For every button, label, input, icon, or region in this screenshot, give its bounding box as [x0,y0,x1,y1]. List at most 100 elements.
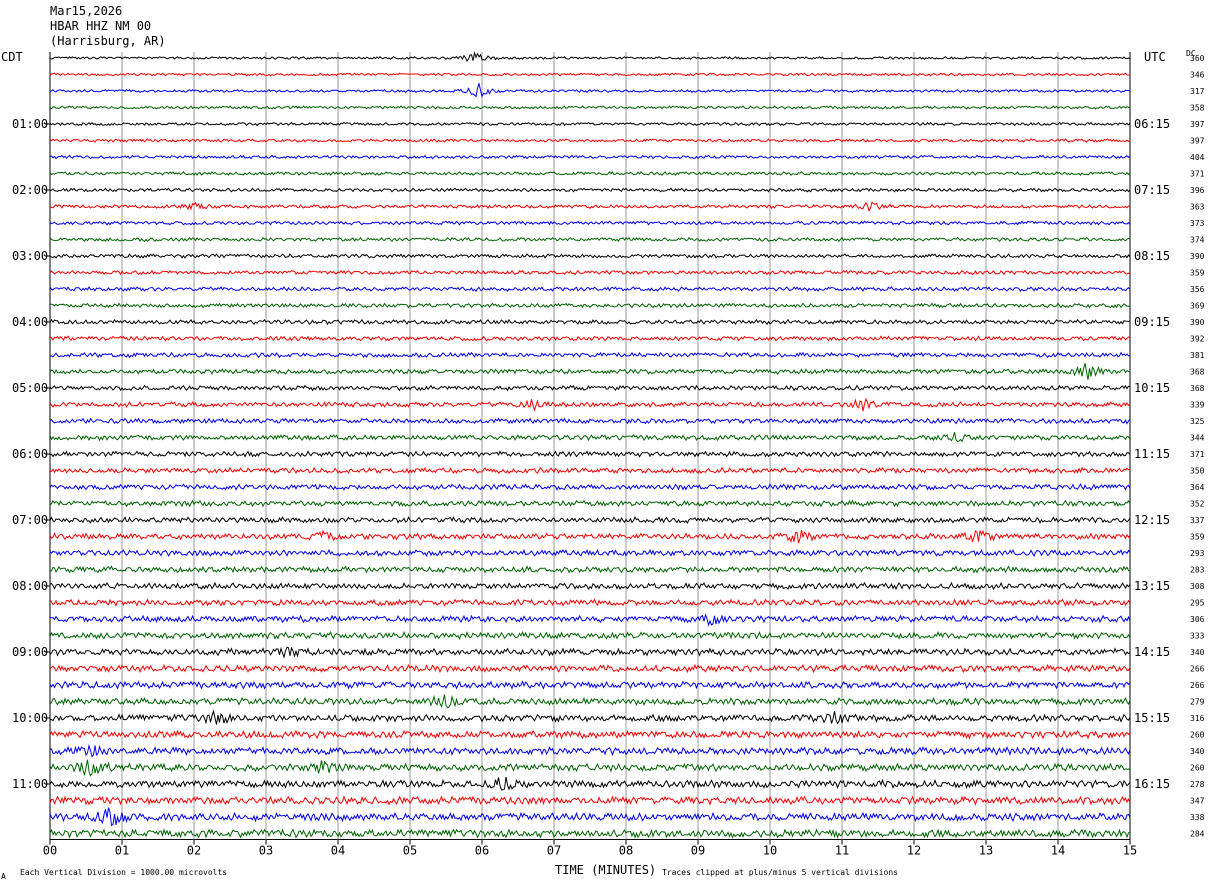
x-tick-label: 15 [1123,844,1137,858]
dc-offset-label: 390 [1190,318,1205,327]
seismic-trace [49,351,1131,359]
x-tick-label: 12 [907,844,921,858]
seismic-trace [49,138,1131,143]
dc-offset-label: 392 [1190,335,1205,344]
dc-offset-label: 369 [1190,302,1205,311]
left-hour-label: 04:00 [12,315,48,329]
dc-offset-label: 397 [1190,137,1205,146]
seismic-trace [49,581,1131,591]
dc-offset-label: 371 [1190,450,1205,459]
seismic-trace [49,105,1131,110]
x-tick-label: 05 [403,844,417,858]
seismic-trace [49,286,1131,293]
corner-mark: A [1,872,6,881]
dc-offset-label: 373 [1190,219,1205,228]
header-station: HBAR HHZ NM 00 [50,19,152,33]
seismic-trace [49,201,1131,212]
seismic-trace [49,516,1131,525]
seismic-trace [50,302,1131,309]
dc-offset-label: 308 [1190,582,1205,591]
dc-offset-label: 333 [1190,632,1205,641]
seismic-trace [49,335,1131,342]
seismic-trace [49,397,1131,412]
seismic-trace [49,630,1131,641]
left-hour-label: 10:00 [12,711,48,725]
dc-offset-label: 396 [1190,186,1205,195]
x-tick-label: 09 [691,844,705,858]
seismic-trace [49,318,1131,326]
x-tick-label: 03 [259,844,273,858]
left-hour-label: 11:00 [12,777,48,791]
dc-offset-label: 364 [1190,483,1205,492]
seismic-trace [49,743,1131,758]
dc-offset-label: 278 [1190,780,1205,789]
header-date: Mar15,2026 [50,4,123,18]
dc-offset-label: 283 [1190,566,1205,575]
x-tick-label: 11 [835,844,849,858]
left-hour-label: 08:00 [12,579,48,593]
seismic-trace [49,431,1131,443]
x-tick-label: 14 [1051,844,1065,858]
right-hour-label: 13:15 [1134,579,1170,593]
seismic-trace [49,646,1131,659]
dc-offset-label: 381 [1190,351,1205,360]
seismic-trace [49,613,1131,627]
x-tick-label: 08 [619,844,633,858]
right-hour-label: 11:15 [1134,447,1170,461]
left-hour-label: 05:00 [12,381,48,395]
seismic-trace [49,236,1131,243]
dc-offset-label: 338 [1190,813,1205,822]
dc-offset-label: 266 [1190,681,1205,690]
seismic-trace [49,548,1131,558]
right-hour-label: 06:15 [1134,117,1170,131]
dc-offset-label: 404 [1190,153,1205,162]
right-timezone-label: UTC [1144,50,1166,64]
seismic-trace [49,776,1131,791]
x-tick-label: 00 [43,844,57,858]
right-hour-label: 14:15 [1134,645,1170,659]
dc-offset-label: 360 [1190,54,1205,63]
dc-offset-label: 368 [1190,368,1205,377]
left-hour-label: 06:00 [12,447,48,461]
x-tick-label: 07 [547,844,561,858]
seismic-trace [49,83,1131,98]
right-hour-label: 10:15 [1134,381,1170,395]
dc-offset-label: 397 [1190,120,1205,129]
x-tick-label: 01 [115,844,129,858]
x-tick-label: 04 [331,844,345,858]
dc-offset-label: 359 [1190,269,1205,278]
dc-offset-label: 293 [1190,549,1205,558]
header-location: (Harrisburg, AR) [50,34,166,48]
dc-offset-label: 295 [1190,599,1205,608]
dc-offset-label: 260 [1190,731,1205,740]
dc-offset-label: 368 [1190,384,1205,393]
seismic-trace [49,269,1131,276]
dc-offset-label: 344 [1190,434,1205,443]
seismic-trace [49,72,1130,77]
dc-offset-label: 359 [1190,533,1205,542]
dc-offset-label: 279 [1190,698,1205,707]
x-tick-label: 02 [187,844,201,858]
seismic-trace [49,450,1131,458]
dc-offset-label: 317 [1190,87,1205,96]
left-hour-label: 01:00 [12,117,48,131]
seismic-trace [49,694,1131,709]
left-hour-label: 03:00 [12,249,48,263]
seismic-trace [49,466,1131,475]
seismic-trace [49,598,1131,607]
seismic-trace [49,729,1131,740]
scale-note: Each Vertical Division = 1000.00 microvo… [20,868,228,877]
dc-offset-label: 356 [1190,285,1205,294]
left-hour-label: 02:00 [12,183,48,197]
seismic-trace [49,220,1131,226]
dc-offset-label: 337 [1190,516,1205,525]
seismic-trace [49,384,1131,392]
dc-offset-label: 363 [1190,203,1205,212]
left-hour-label: 09:00 [12,645,48,659]
seismic-trace [49,807,1131,827]
dc-offset-label: 325 [1190,417,1205,426]
seismic-trace [49,187,1131,193]
dc-offset-label: 266 [1190,665,1205,674]
seismic-trace [49,171,1131,177]
seismic-trace [49,663,1131,674]
